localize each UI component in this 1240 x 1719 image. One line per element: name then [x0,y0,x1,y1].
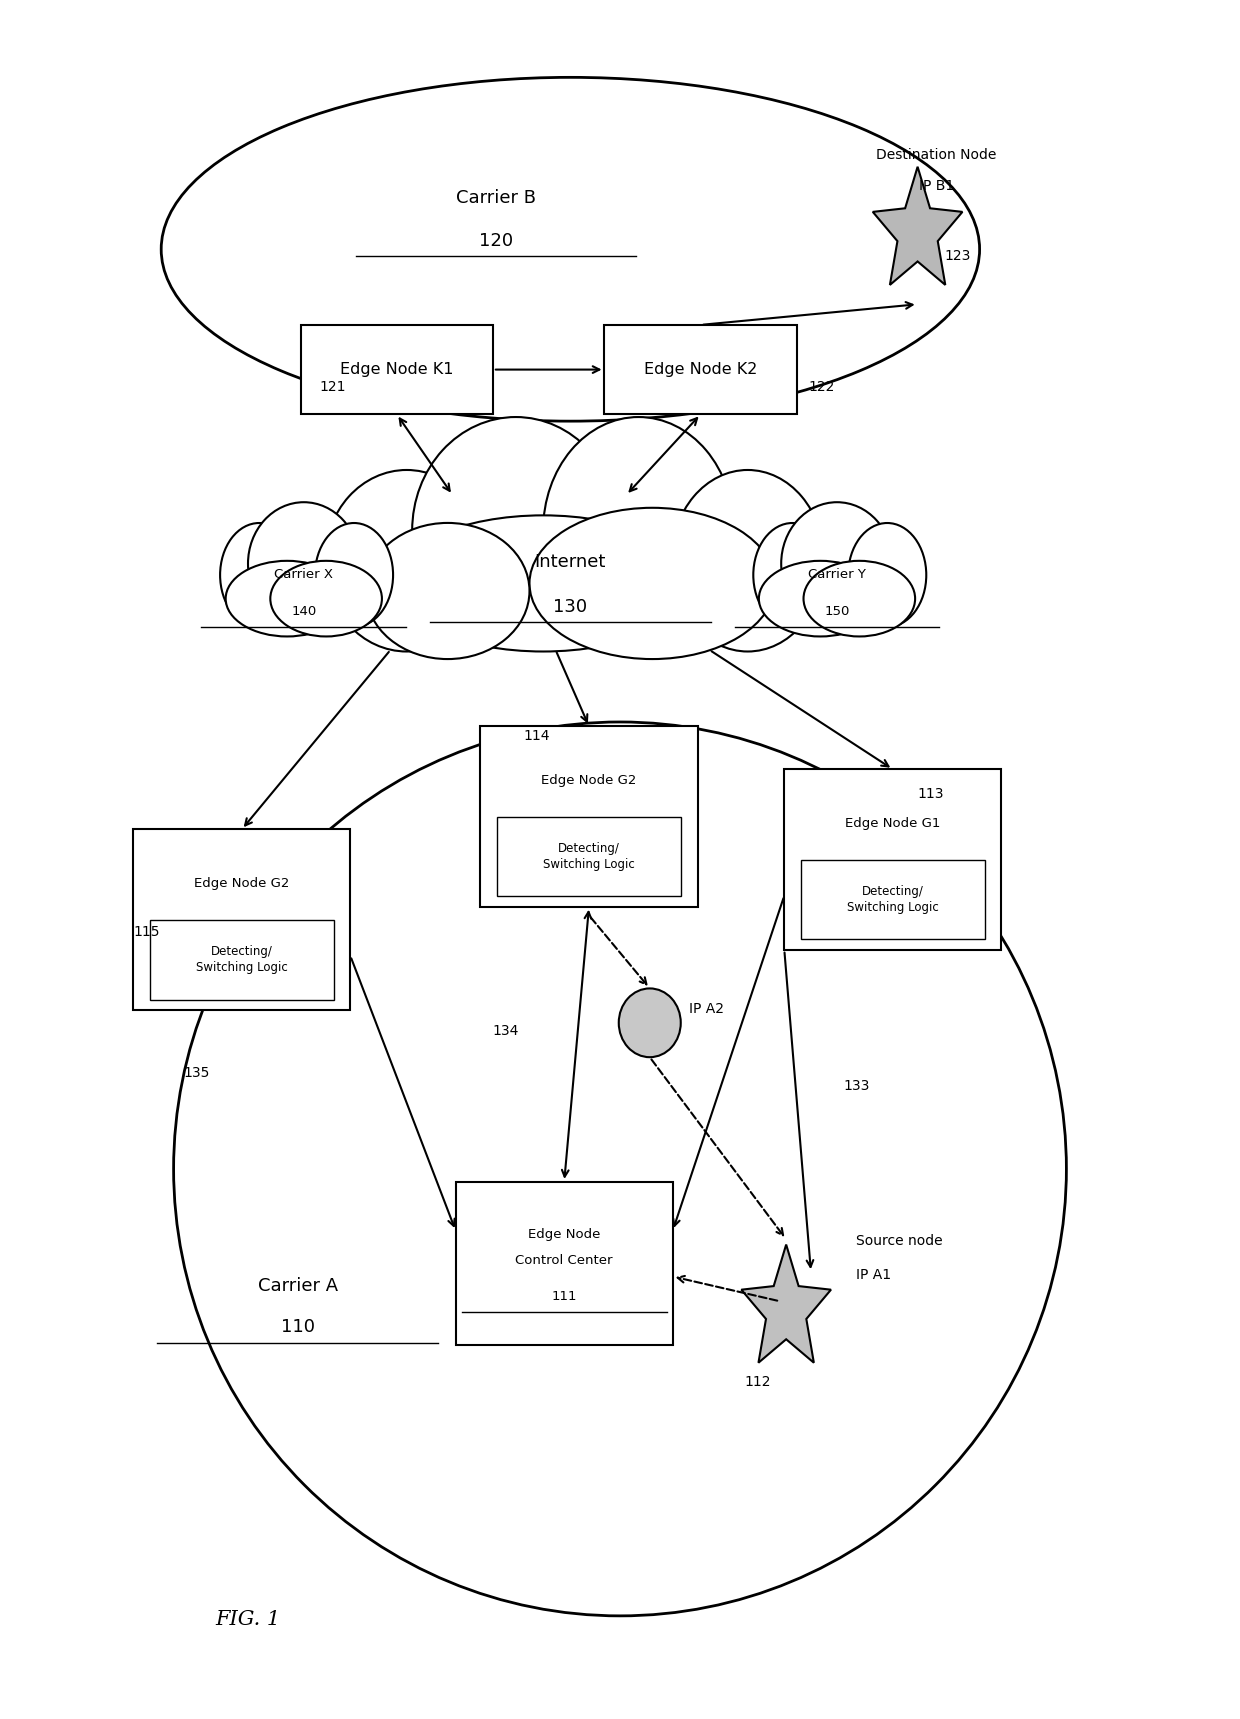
FancyBboxPatch shape [480,727,697,908]
Text: Edge Node K2: Edge Node K2 [644,363,758,376]
Text: Detecting/
Switching Logic: Detecting/ Switching Logic [196,945,288,975]
Text: Edge Node K1: Edge Node K1 [340,363,454,376]
FancyBboxPatch shape [300,325,492,414]
Ellipse shape [315,523,393,627]
Text: Detecting/
Switching Logic: Detecting/ Switching Logic [543,842,635,872]
Polygon shape [742,1245,831,1363]
Text: Carrier B: Carrier B [456,189,536,206]
FancyBboxPatch shape [497,817,681,897]
Text: 130: 130 [553,598,588,615]
Text: 113: 113 [918,787,944,801]
FancyBboxPatch shape [604,325,796,414]
Ellipse shape [781,502,893,626]
Ellipse shape [529,507,775,658]
Text: 122: 122 [808,380,835,394]
Text: 150: 150 [825,605,849,619]
Ellipse shape [671,469,825,652]
Text: 120: 120 [479,232,513,249]
Ellipse shape [543,418,734,645]
Text: 134: 134 [492,1025,518,1038]
Text: Internet: Internet [534,554,606,571]
Text: 133: 133 [843,1080,869,1093]
FancyBboxPatch shape [150,920,334,999]
Text: Edge Node: Edge Node [528,1227,600,1241]
Text: 115: 115 [134,925,160,939]
Text: Edge Node G2: Edge Node G2 [195,877,289,890]
Text: Control Center: Control Center [516,1253,613,1267]
Text: Detecting/
Switching Logic: Detecting/ Switching Logic [847,885,939,915]
Text: 135: 135 [184,1066,210,1080]
Ellipse shape [366,523,529,658]
Ellipse shape [161,77,980,421]
FancyBboxPatch shape [784,770,1001,949]
Ellipse shape [848,523,926,627]
Text: IP B1: IP B1 [919,179,954,193]
Ellipse shape [219,523,298,627]
Text: Destination Node: Destination Node [875,148,997,162]
FancyBboxPatch shape [456,1183,672,1344]
Ellipse shape [412,418,620,645]
Text: 110: 110 [280,1318,315,1336]
Ellipse shape [804,560,915,636]
Text: 123: 123 [945,249,971,263]
Text: Source node: Source node [856,1234,942,1248]
Text: FIG. 1: FIG. 1 [216,1609,280,1630]
Text: Carrier A: Carrier A [258,1277,337,1294]
FancyBboxPatch shape [134,829,350,1009]
Ellipse shape [226,560,348,636]
Text: 111: 111 [552,1289,577,1303]
Text: IP A1: IP A1 [856,1269,890,1282]
Ellipse shape [248,502,360,626]
Ellipse shape [325,469,489,652]
Text: 112: 112 [744,1375,770,1389]
Ellipse shape [270,560,382,636]
Ellipse shape [759,560,882,636]
Ellipse shape [174,722,1066,1616]
Ellipse shape [393,516,693,652]
Ellipse shape [753,523,832,627]
Text: Carrier X: Carrier X [274,567,334,581]
Text: Edge Node G2: Edge Node G2 [542,774,636,787]
Polygon shape [873,167,962,285]
Text: 140: 140 [291,605,316,619]
Ellipse shape [619,988,681,1057]
Text: Carrier Y: Carrier Y [808,567,866,581]
Text: Edge Node G1: Edge Node G1 [846,817,940,830]
FancyBboxPatch shape [801,860,985,939]
Text: IP A2: IP A2 [689,1002,724,1016]
Text: 121: 121 [320,380,346,394]
Text: 114: 114 [523,729,549,743]
